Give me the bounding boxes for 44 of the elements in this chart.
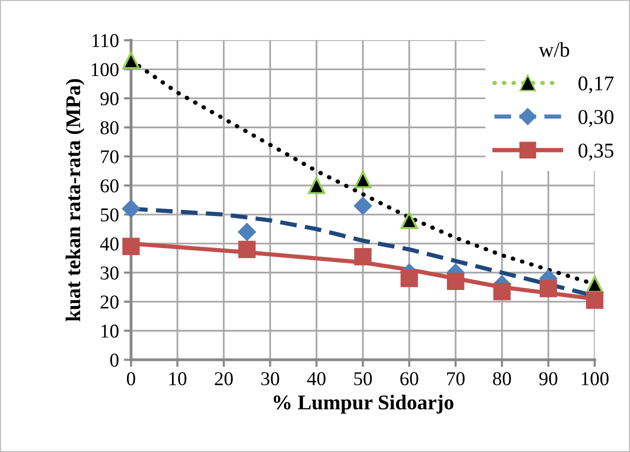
point	[122, 238, 140, 256]
point	[354, 170, 372, 188]
y-tick-label: 40	[100, 237, 118, 251]
y-tick-label: 30	[100, 266, 118, 280]
point	[122, 200, 140, 218]
y-axis-title: kuat tekan rata-rata (MPa)	[66, 79, 85, 322]
legend-label: 0,30	[578, 110, 614, 128]
y-tick-label: 0	[110, 354, 118, 367]
y-tick-label: 110	[92, 34, 118, 48]
y-tick-label: 10	[102, 324, 118, 338]
x-tick-label: 0	[126, 372, 136, 386]
x-tick-label: 80	[493, 372, 511, 386]
legend-label: 0,35	[578, 144, 614, 161]
point	[238, 240, 256, 258]
x-tick-label: 60	[400, 372, 418, 386]
y-tick-label: 60	[100, 179, 118, 192]
point	[308, 176, 326, 194]
y-tick-label: 50	[100, 208, 118, 222]
x-tick-label: 20	[214, 372, 233, 386]
x-tick-label: 70	[447, 372, 465, 386]
point	[354, 196, 372, 215]
point	[446, 272, 464, 290]
y-tick-label: 80	[100, 121, 118, 134]
point	[400, 212, 418, 230]
x-tick-label: 40	[307, 372, 326, 386]
y-tick-label: 70	[101, 150, 118, 164]
x-tick-label: 50	[354, 372, 372, 386]
y-tick-label: 100	[92, 63, 118, 76]
point	[493, 282, 511, 300]
x-axis-title: % Lumpur Sidoarjo	[274, 394, 454, 414]
y-tick-label: 90	[100, 92, 118, 106]
y-tick-label: 20	[100, 296, 118, 309]
point	[586, 292, 604, 309]
point	[540, 280, 558, 298]
point	[400, 270, 418, 288]
x-tick-label: 100	[582, 372, 609, 386]
point	[122, 52, 140, 70]
x-tick-label: 90	[539, 372, 558, 386]
legend-title: w/b	[538, 42, 570, 57]
x-tick-label: 30	[261, 372, 280, 386]
x-tick-label: 10	[169, 372, 186, 386]
point	[354, 248, 372, 266]
point	[238, 223, 256, 241]
legend-label: 0,17	[578, 76, 614, 94]
